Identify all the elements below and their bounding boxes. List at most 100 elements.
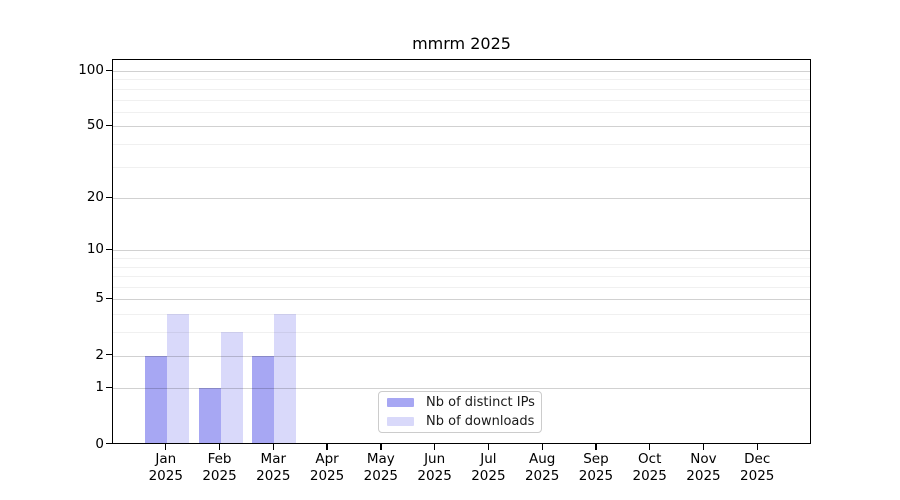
y-tick-label: 100 — [78, 62, 104, 78]
bar-nb-of-distinct-ips — [144, 355, 167, 443]
x-tick-label: Aug 2025 — [507, 451, 577, 485]
y-tick-mark — [106, 386, 112, 389]
y-gridline-major — [113, 198, 810, 200]
y-tick-label: 50 — [86, 117, 104, 134]
legend: Nb of distinct IPs Nb of downloads — [378, 391, 542, 433]
y-gridline-minor — [113, 314, 810, 316]
x-tick-year: 2025 — [148, 467, 183, 484]
x-tick-mark — [702, 444, 705, 450]
x-tick-mark — [434, 444, 436, 450]
x-tick-month: Oct — [638, 450, 662, 467]
y-gridline-major — [113, 71, 810, 72]
y-gridline-minor — [113, 166, 810, 168]
legend-item: Nb of distinct IPs — [387, 395, 541, 410]
x-tick-year: 2025 — [632, 467, 667, 484]
x-tick-month: Jul — [480, 450, 497, 467]
x-tick-year: 2025 — [578, 467, 614, 484]
y-tick-mark — [106, 248, 112, 251]
x-tick-mark — [272, 444, 274, 450]
y-gridline-minor — [113, 99, 810, 101]
plot-area: Nb of distinct IPs Nb of downloads — [112, 59, 811, 444]
x-tick-month: Mar — [260, 450, 287, 467]
x-tick-label: Oct 2025 — [615, 451, 685, 485]
y-gridline-major — [113, 250, 810, 252]
x-tick-year: 2025 — [309, 467, 345, 484]
x-tick-label: Feb 2025 — [185, 451, 255, 485]
x-tick-year: 2025 — [202, 467, 237, 484]
x-tick-month: May — [366, 450, 395, 467]
y-tick-label: 1 — [95, 379, 104, 396]
y-tick-mark — [106, 354, 112, 356]
y-gridline-minor — [113, 88, 810, 90]
x-tick-label: Jan 2025 — [131, 451, 201, 485]
y-gridline-minor — [113, 332, 810, 334]
x-tick-mark — [756, 444, 758, 450]
x-tick-month: Apr — [315, 450, 339, 467]
y-tick-label: 10 — [86, 241, 104, 258]
x-tick-month: Nov — [690, 450, 717, 467]
y-gridline-minor — [113, 276, 810, 278]
x-tick-year: 2025 — [740, 467, 775, 484]
x-tick-month: Jan — [155, 450, 177, 467]
x-tick-year: 2025 — [471, 467, 506, 484]
x-tick-year: 2025 — [524, 467, 560, 484]
x-tick-mark — [326, 444, 328, 450]
bar-nb-of-distinct-ips — [198, 388, 221, 443]
x-tick-mark — [649, 444, 651, 450]
y-tick-mark — [106, 297, 112, 300]
x-tick-label: Jun 2025 — [400, 451, 470, 485]
x-tick-label: Apr 2025 — [292, 451, 362, 485]
x-tick-month: Sep — [583, 450, 609, 467]
bar-nb-of-downloads — [220, 332, 243, 443]
y-gridline-major — [113, 299, 810, 301]
bar-nb-of-downloads — [166, 314, 189, 443]
x-tick-year: 2025 — [686, 467, 721, 484]
x-tick-mark — [218, 444, 221, 450]
x-tick-month: Feb — [207, 450, 232, 467]
x-tick-mark — [541, 444, 543, 450]
bar-layer — [113, 60, 810, 443]
x-tick-month: Dec — [744, 450, 771, 467]
y-tick-label: 0 — [95, 435, 104, 452]
x-tick-month: Jun — [424, 450, 446, 467]
y-gridline-minor — [113, 143, 810, 145]
y-tick-mark — [106, 124, 112, 127]
x-tick-label: Sep 2025 — [561, 451, 631, 485]
y-tick-mark — [106, 196, 112, 198]
legend-label: Nb of distinct IPs — [426, 395, 535, 411]
x-tick-mark — [595, 444, 597, 450]
x-tick-label: Dec 2025 — [722, 451, 792, 485]
y-gridline-major — [113, 355, 810, 357]
x-tick-mark — [380, 444, 382, 450]
legend-item: Nb of downloads — [387, 414, 541, 429]
y-gridline-major — [113, 126, 810, 128]
y-tick-label: 2 — [95, 346, 104, 363]
x-tick-year: 2025 — [363, 467, 399, 484]
x-tick-mark — [165, 444, 167, 450]
x-tick-label: Jul 2025 — [453, 451, 523, 485]
x-tick-label: Mar 2025 — [238, 451, 308, 485]
y-gridline-minor — [113, 79, 810, 81]
x-tick-label: May 2025 — [346, 451, 416, 485]
bar-nb-of-distinct-ips — [252, 355, 275, 443]
y-tick-label: 20 — [86, 189, 104, 206]
y-gridline-minor — [113, 287, 810, 289]
grid-layer — [113, 60, 810, 443]
y-tick-mark — [106, 69, 112, 71]
chart-title: mmrm 2025 — [412, 34, 511, 53]
x-tick-year: 2025 — [256, 467, 291, 484]
y-gridline-minor — [113, 111, 810, 113]
y-gridline-major — [113, 388, 810, 390]
y-gridline-minor — [113, 266, 810, 268]
legend-swatch — [387, 398, 414, 408]
x-tick-label: Nov 2025 — [668, 451, 738, 485]
bar-nb-of-downloads — [274, 314, 297, 443]
legend-label: Nb of downloads — [426, 413, 535, 429]
y-tick-mark — [106, 443, 112, 445]
x-tick-mark — [487, 444, 490, 450]
legend-swatch — [387, 416, 414, 426]
x-tick-month: Aug — [528, 450, 556, 467]
y-tick-label: 5 — [95, 290, 104, 307]
y-gridline-minor — [113, 258, 810, 260]
